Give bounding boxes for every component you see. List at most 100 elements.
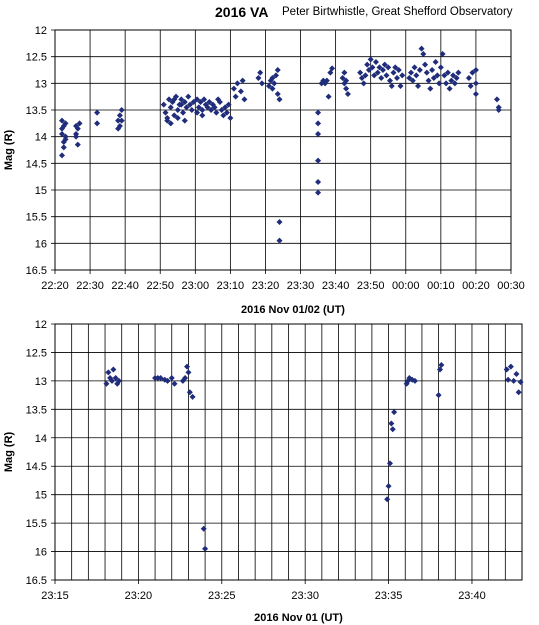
data-point bbox=[408, 69, 415, 76]
x-tick-label: 23:10 bbox=[217, 280, 245, 292]
data-point bbox=[436, 366, 443, 373]
data-point bbox=[444, 69, 451, 76]
data-point bbox=[220, 112, 227, 119]
data-point bbox=[225, 101, 232, 108]
data-point bbox=[385, 483, 392, 490]
y-tick-label: 14 bbox=[35, 132, 47, 144]
data-point bbox=[272, 72, 279, 79]
data-point bbox=[108, 377, 115, 384]
x-tick-label: 23:40 bbox=[322, 280, 350, 292]
data-point bbox=[115, 125, 122, 132]
y-tick-label: 14.5 bbox=[26, 158, 47, 170]
data-point bbox=[378, 75, 385, 81]
data-point bbox=[74, 141, 81, 148]
data-point bbox=[59, 131, 66, 137]
data-point bbox=[420, 51, 427, 57]
data-point bbox=[204, 104, 211, 111]
data-point bbox=[389, 426, 396, 433]
data-point bbox=[453, 75, 460, 81]
data-point bbox=[211, 104, 218, 111]
data-point bbox=[423, 69, 430, 76]
x-tick-label: 23:15 bbox=[41, 590, 69, 602]
data-point bbox=[416, 67, 423, 73]
x-tick-label: 23:40 bbox=[458, 590, 486, 602]
data-point bbox=[274, 67, 281, 73]
data-point bbox=[162, 109, 169, 116]
y-axis-label: Mag (R) bbox=[3, 432, 15, 473]
data-point bbox=[493, 96, 500, 103]
data-point bbox=[392, 64, 399, 71]
data-point bbox=[429, 67, 436, 73]
data-point bbox=[199, 112, 206, 119]
data-point bbox=[436, 80, 443, 87]
data-point bbox=[430, 75, 437, 81]
data-point bbox=[274, 91, 281, 97]
x-tick-label: 23:20 bbox=[252, 280, 280, 292]
data-point bbox=[115, 117, 122, 124]
y-tick-label: 13.5 bbox=[26, 105, 47, 117]
data-point bbox=[388, 83, 395, 89]
chart-title: 2016 VA bbox=[215, 4, 269, 20]
data-point bbox=[394, 75, 400, 81]
x-tick-label: 00:20 bbox=[462, 280, 490, 292]
chart-subtitle: Peter Birtwhistle, Great Shefford Observ… bbox=[282, 6, 513, 18]
data-point bbox=[364, 61, 371, 68]
data-point bbox=[73, 133, 80, 140]
data-point bbox=[167, 120, 174, 127]
data-point bbox=[439, 51, 446, 57]
data-point bbox=[181, 117, 188, 124]
data-point bbox=[325, 93, 332, 100]
data-point bbox=[258, 80, 265, 87]
data-point bbox=[232, 93, 239, 100]
data-point bbox=[194, 109, 201, 116]
data-point bbox=[441, 72, 448, 79]
y-tick-label: 14 bbox=[35, 433, 47, 445]
data-point bbox=[197, 99, 204, 105]
data-point bbox=[510, 377, 517, 384]
data-point bbox=[180, 109, 187, 116]
data-point bbox=[427, 85, 434, 92]
data-point bbox=[223, 109, 230, 116]
plot-area bbox=[54, 29, 512, 271]
data-point bbox=[116, 112, 123, 119]
data-point bbox=[105, 369, 112, 376]
chart-1: 12 12.5 13 13.5 14 14.5 15 15.5 16 16.5 22:20 22:30… bbox=[3, 25, 525, 316]
data-point bbox=[276, 237, 283, 244]
data-point bbox=[227, 115, 234, 121]
data-point bbox=[237, 88, 244, 95]
y-tick-label: 12.5 bbox=[26, 347, 47, 359]
data-point bbox=[383, 72, 390, 79]
data-point bbox=[171, 380, 178, 387]
y-tick-label: 13 bbox=[35, 376, 47, 388]
data-point bbox=[230, 85, 237, 92]
data-point bbox=[513, 371, 520, 378]
data-point bbox=[443, 80, 450, 87]
data-point bbox=[60, 123, 67, 129]
data-point bbox=[343, 77, 350, 84]
data-point bbox=[386, 460, 393, 467]
data-point bbox=[60, 144, 67, 151]
data-point bbox=[213, 109, 220, 116]
data-point bbox=[187, 101, 194, 108]
data-point bbox=[360, 80, 367, 87]
data-point bbox=[455, 69, 462, 76]
data-point bbox=[409, 77, 416, 84]
data-point bbox=[181, 99, 188, 105]
data-point bbox=[367, 56, 374, 63]
data-point bbox=[167, 104, 174, 111]
data-point bbox=[438, 361, 445, 368]
data-point bbox=[241, 96, 248, 103]
data-point bbox=[115, 377, 122, 384]
data-point bbox=[59, 117, 66, 124]
data-point bbox=[339, 75, 346, 81]
data-point bbox=[189, 393, 196, 400]
x-tick-label: 22:20 bbox=[41, 280, 69, 292]
data-point bbox=[171, 112, 178, 119]
x-tick-label: 23:35 bbox=[375, 590, 403, 602]
data-point bbox=[94, 109, 101, 116]
data-point bbox=[451, 80, 458, 87]
x-tick-label: 22:30 bbox=[76, 280, 104, 292]
data-point bbox=[495, 107, 502, 113]
data-point bbox=[358, 75, 365, 81]
data-point bbox=[255, 75, 262, 81]
